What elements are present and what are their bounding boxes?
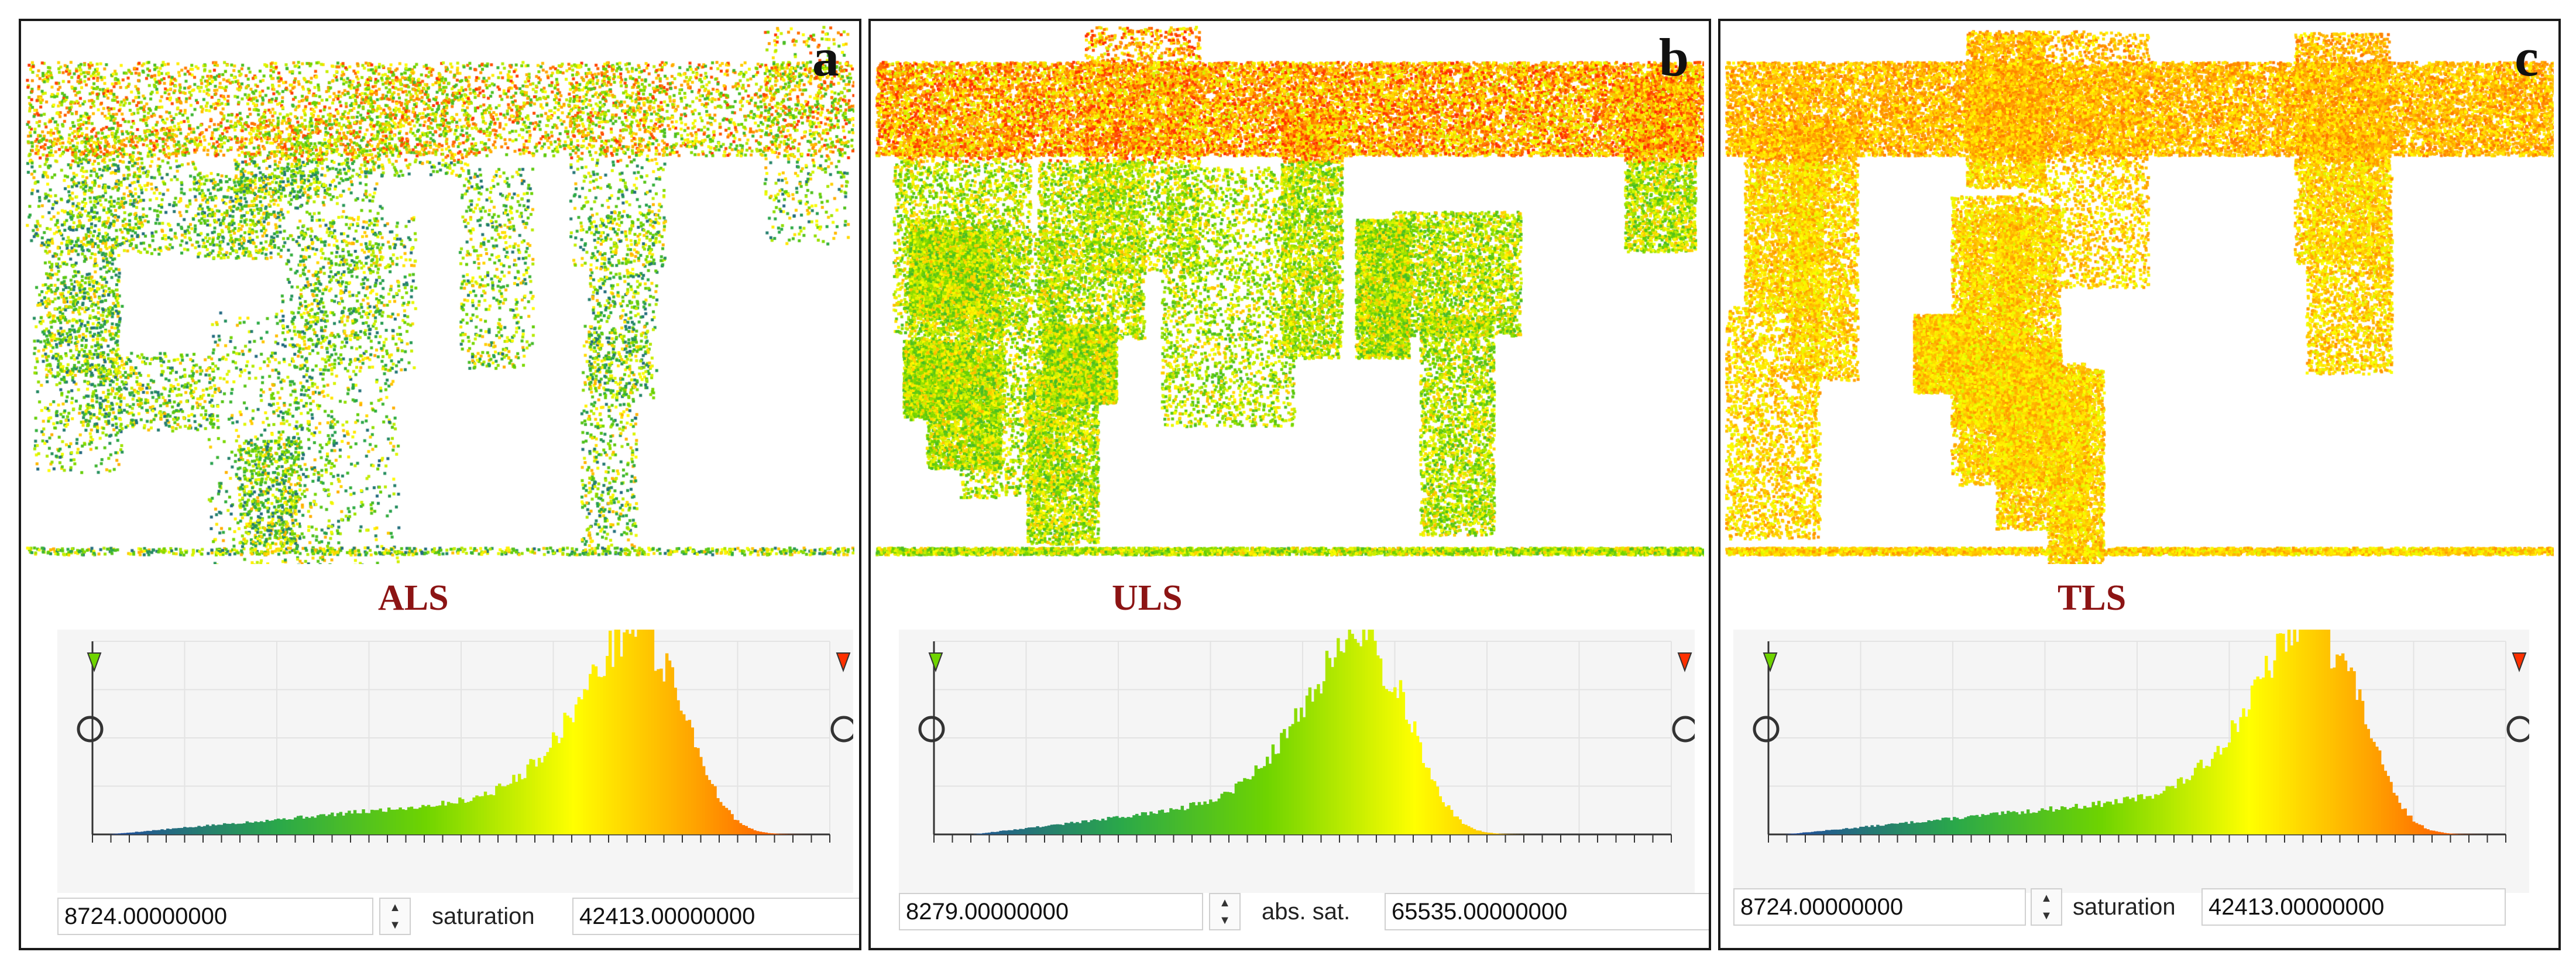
panel-a: a ALS 8724.00000000 ▲ ▼ saturation 42413… [19,19,861,950]
range-controls: 8279.00000000 ▲ ▼ abs. sat. 65535.000000… [899,893,1709,940]
spinner-up-icon[interactable]: ▲ [1219,896,1231,909]
spinner-down-icon[interactable]: ▼ [389,919,401,932]
spinner-up-icon[interactable]: ▲ [389,901,401,914]
method-label: ULS [1112,578,1183,618]
max-value-field[interactable]: 65535.00000000 [1385,893,1709,930]
min-value-spinner[interactable]: ▲ ▼ [1209,893,1241,930]
min-value-field[interactable]: 8724.00000000 [1733,888,2026,926]
min-value-field[interactable]: 8724.00000000 [57,898,373,935]
histogram-plot [77,630,853,843]
histogram-plot [918,630,1695,843]
intensity-histogram[interactable] [899,630,1695,893]
point-cloud-view-uls [875,26,1704,564]
spinner-up-icon[interactable]: ▲ [2041,892,2052,905]
max-value-field[interactable]: 42413.00000000 [2201,888,2506,926]
spinner-down-icon[interactable]: ▼ [2041,909,2052,922]
range-label: saturation [432,903,535,929]
panel-letter: b [1658,28,1689,87]
method-label: TLS [2058,578,2127,618]
max-value-field[interactable]: 42413.00000000 [572,898,859,935]
intensity-histogram[interactable] [1733,630,2529,893]
range-controls: 8724.00000000 ▲ ▼ saturation 42413.00000… [1733,888,2535,940]
range-label: abs. sat. [1262,899,1351,925]
method-label: ALS [378,578,449,618]
panel-letter: a [812,28,839,87]
panel-b: b ULS 8279.00000000 ▲ ▼ abs. sat. 65535.… [868,19,1711,950]
intensity-histogram[interactable] [57,630,853,893]
panel-letter: c [2515,28,2539,87]
point-cloud-view-tls [1725,26,2554,564]
range-controls: 8724.00000000 ▲ ▼ saturation 42413.00000… [57,893,859,940]
point-cloud-view-als [26,26,854,564]
min-value-spinner[interactable]: ▲ ▼ [2031,888,2062,926]
range-label: saturation [2073,894,2176,920]
min-value-spinner[interactable]: ▲ ▼ [379,898,411,935]
histogram-plot [1753,630,2529,843]
panel-c: c TLS 8724.00000000 ▲ ▼ saturation 42413… [1718,19,2561,950]
min-value-field[interactable]: 8279.00000000 [899,893,1203,930]
spinner-down-icon[interactable]: ▼ [1219,914,1231,927]
